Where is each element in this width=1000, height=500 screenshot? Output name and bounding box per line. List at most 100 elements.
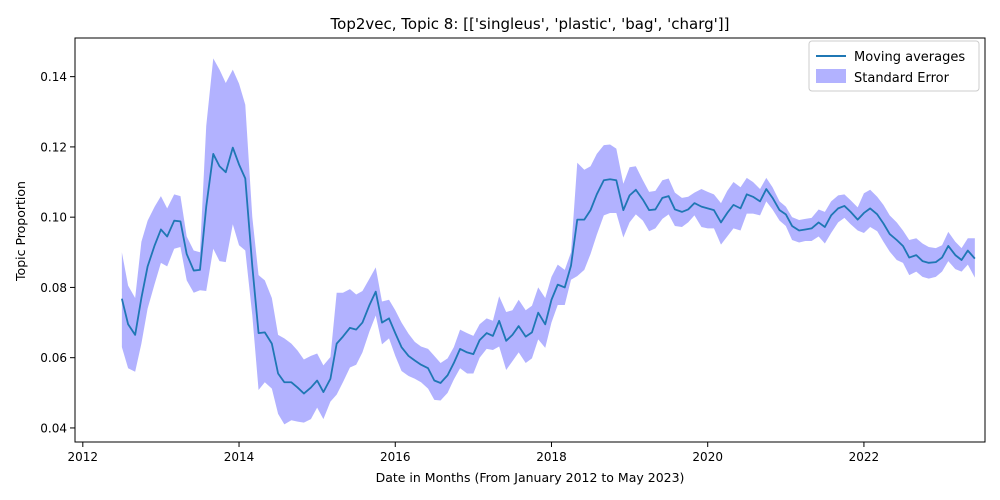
moving-average-point [193,269,195,271]
moving-average-point [381,321,383,323]
moving-average-point [355,328,357,330]
y-tick-label: 0.10 [40,211,67,225]
moving-average-point [525,335,527,337]
moving-average-point [244,177,246,179]
moving-average-point [739,207,741,209]
moving-average-point [388,317,390,319]
moving-average-point [791,225,793,227]
moving-average-point [375,290,377,292]
moving-average-point [628,194,630,196]
moving-average-point [257,332,259,334]
moving-average-point [232,146,234,148]
moving-average-point [238,163,240,165]
moving-average-point [160,228,162,230]
moving-average-point [889,233,891,235]
moving-average-point [485,332,487,334]
moving-average-point [173,219,175,221]
moving-average-point [303,392,305,394]
moving-average-point [511,334,513,336]
moving-average-point [537,312,539,314]
moving-average-point [570,264,572,266]
moving-average-point [654,208,656,210]
moving-average-point [394,332,396,334]
x-tick-label: 2016 [380,450,411,464]
moving-average-point [322,391,324,393]
moving-average-point [368,304,370,306]
moving-average-point [667,195,669,197]
moving-average-point [798,229,800,231]
moving-average-point [732,204,734,206]
moving-average-point [896,239,898,241]
moving-average-point [329,378,331,380]
moving-average-point [974,257,976,259]
moving-average-point [902,245,904,247]
moving-average-point [557,283,559,285]
moving-average-point [199,269,201,271]
moving-average-point [707,207,709,209]
moving-average-point [564,286,566,288]
moving-average-point [681,211,683,213]
moving-average-point [726,212,728,214]
moving-average-point [466,351,468,353]
moving-average-point [446,374,448,376]
y-axis-label: Topic Proportion [13,181,28,282]
moving-average-point [967,249,969,251]
moving-average-point [400,346,402,348]
moving-average-point [921,260,923,262]
moving-average-point [271,342,273,344]
moving-average-point [954,254,956,256]
moving-average-point [674,208,676,210]
moving-average-point [310,386,312,388]
moving-average-point [700,205,702,207]
moving-average-point [771,197,773,199]
moving-average-point [603,179,605,181]
moving-average-point [140,297,142,299]
moving-average-point [765,188,767,190]
x-axis: 2012 2014 2016 2018 2020 2022 [68,442,880,464]
x-tick-label: 2014 [224,450,255,464]
moving-average-point [212,153,214,155]
moving-average-point [342,335,344,337]
moving-average-point [824,226,826,228]
moving-average-point [283,381,285,383]
moving-average-point [439,382,441,384]
moving-average-point [882,222,884,224]
moving-average-point [609,178,611,180]
moving-average-point [804,228,806,230]
moving-average-point [296,386,298,388]
moving-average-point [349,327,351,329]
moving-average-point [264,331,266,333]
moving-average-point [648,209,650,211]
moving-average-point [908,256,910,258]
moving-average-point [517,325,519,327]
y-tick-label: 0.08 [40,281,67,295]
moving-average-point [146,265,148,267]
plot-area [120,58,976,425]
legend-label-moving-averages: Moving averages [854,50,965,65]
moving-average-point [960,259,962,261]
moving-average-point [869,207,871,209]
moving-average-point [615,179,617,181]
moving-average-point [433,379,435,381]
moving-average-point [746,193,748,195]
axes-frame [74,37,986,443]
moving-average-point [576,218,578,220]
moving-average-point [225,171,227,173]
moving-average-point [453,362,455,364]
moving-average-point [713,209,715,211]
x-tick-label: 2022 [849,450,880,464]
moving-average-point [928,262,930,264]
legend-label-standard-error: Standard Error [854,71,950,86]
moving-average-point [290,381,292,383]
y-tick-label: 0.04 [40,421,67,435]
moving-average-point [941,256,943,258]
moving-average-point [810,227,812,229]
moving-average-point [492,335,494,337]
moving-average-point [863,212,865,214]
moving-average-point [583,218,585,220]
moving-average-point [166,235,168,237]
moving-average-point [186,253,188,255]
moving-average-point [361,321,363,323]
x-tick-label: 2018 [536,450,567,464]
